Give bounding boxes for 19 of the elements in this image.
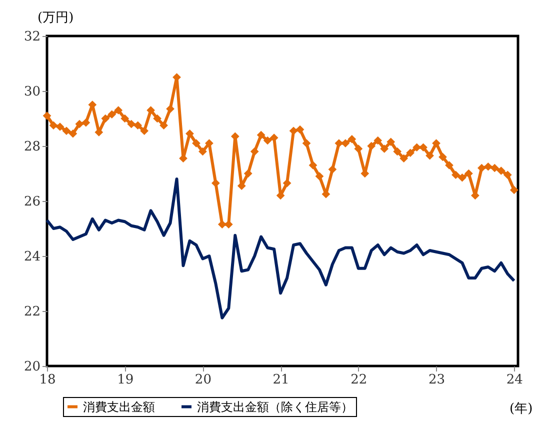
x-tick-label: 20 bbox=[194, 372, 212, 388]
line-series bbox=[46, 178, 516, 320]
y-tick-label: 28 bbox=[24, 140, 40, 154]
x-tick-label: 23 bbox=[428, 372, 446, 388]
x-tick-label: 18 bbox=[39, 372, 56, 388]
x-axis-title: (年) bbox=[510, 402, 533, 416]
y-tick-label: 20 bbox=[24, 360, 40, 374]
y-tick-label: 26 bbox=[24, 194, 40, 210]
y-tick-label: 30 bbox=[24, 84, 40, 100]
y-tick-label: 24 bbox=[24, 250, 40, 264]
x-tick-label: 22 bbox=[350, 372, 368, 388]
x-tick-label: 21 bbox=[272, 372, 290, 388]
x-tick-label: 24 bbox=[506, 372, 523, 388]
y-tick-label: 22 bbox=[24, 304, 40, 320]
y-tick-label: 32 bbox=[24, 30, 40, 44]
x-tick-label: 19 bbox=[117, 372, 134, 388]
legend-label: 消費支出金額（除く住居等） bbox=[197, 400, 353, 414]
legend-label: 消費支出金額 bbox=[83, 400, 155, 414]
y-axis-title: (万円) bbox=[38, 10, 74, 26]
